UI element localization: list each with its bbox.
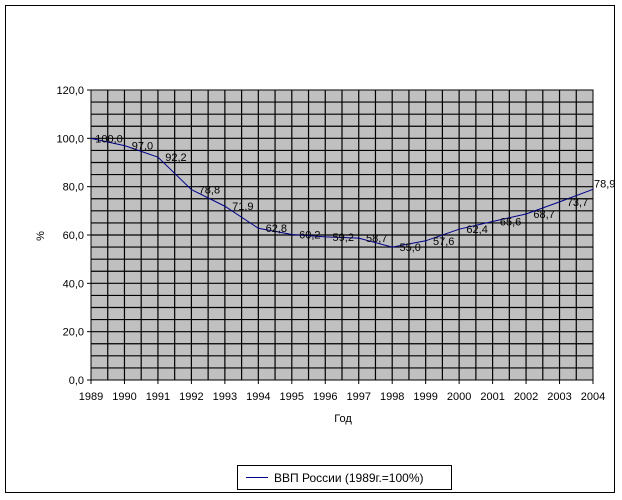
data-point — [358, 237, 360, 239]
x-tick-label: 1996 — [313, 391, 337, 403]
data-label: 62,4 — [466, 224, 487, 236]
data-label: 78,9 — [594, 178, 615, 190]
data-label: 97,0 — [132, 141, 153, 153]
x-tick-label: 1989 — [79, 391, 103, 403]
x-axis-label: Год — [334, 413, 352, 425]
data-label: 58,7 — [366, 233, 387, 245]
y-tick-label: 0,0 — [69, 375, 84, 387]
data-label: 68,7 — [533, 209, 554, 221]
y-tick-label: 40,0 — [63, 278, 84, 290]
data-point — [425, 240, 427, 242]
data-point — [458, 228, 460, 230]
chart-area — [5, 5, 615, 493]
data-label: 65,6 — [500, 216, 521, 228]
series-line — [90, 137, 594, 248]
data-label: 92,2 — [165, 152, 186, 164]
x-tick-label: 1991 — [146, 391, 170, 403]
x-tick-label: 1998 — [380, 391, 404, 403]
x-tick-label: 1997 — [346, 391, 370, 403]
data-label: 55,0 — [399, 242, 420, 254]
data-label: 100,0 — [95, 133, 123, 145]
y-tick-label: 120,0 — [56, 85, 84, 97]
y-tick-label: 60,0 — [63, 230, 84, 242]
x-tick-label: 1995 — [280, 391, 304, 403]
x-tick-label: 1994 — [246, 391, 270, 403]
data-label: 62,8 — [266, 223, 287, 235]
legend: ВВП России (1989г.=100%) — [237, 465, 452, 490]
data-point — [492, 220, 494, 222]
data-label: 57,6 — [433, 236, 454, 248]
x-tick-label: 2002 — [514, 391, 538, 403]
y-tick-label: 20,0 — [63, 327, 84, 339]
data-point — [224, 205, 226, 207]
x-tick-label: 1992 — [179, 391, 203, 403]
data-point — [525, 213, 527, 215]
data-point — [90, 137, 92, 139]
data-label: 71,9 — [232, 201, 253, 213]
data-label: 59,2 — [333, 232, 354, 244]
data-point — [291, 234, 293, 236]
data-point — [592, 188, 594, 190]
legend-swatch — [246, 477, 268, 478]
x-tick-label: 2003 — [547, 391, 571, 403]
x-tick-label: 1999 — [413, 391, 437, 403]
data-label: 73,7 — [567, 197, 588, 209]
y-tick-label: 100,0 — [56, 133, 84, 145]
data-point — [391, 246, 393, 248]
data-label: 78,8 — [199, 185, 220, 197]
x-tick-label: 2001 — [480, 391, 504, 403]
x-tick-label: 2000 — [447, 391, 471, 403]
y-axis-label: % — [35, 231, 47, 241]
x-tick-label: 1990 — [112, 391, 136, 403]
x-tick-label: 2004 — [581, 391, 605, 403]
data-point — [190, 189, 192, 191]
data-label: 60,2 — [299, 230, 320, 242]
x-tick-label: 1993 — [213, 391, 237, 403]
legend-label: ВВП России (1989г.=100%) — [274, 470, 424, 485]
data-point — [257, 227, 259, 229]
y-tick-label: 80,0 — [63, 182, 84, 194]
data-point — [157, 156, 159, 158]
data-point — [324, 236, 326, 238]
data-point — [559, 201, 561, 203]
data-point — [123, 145, 125, 147]
